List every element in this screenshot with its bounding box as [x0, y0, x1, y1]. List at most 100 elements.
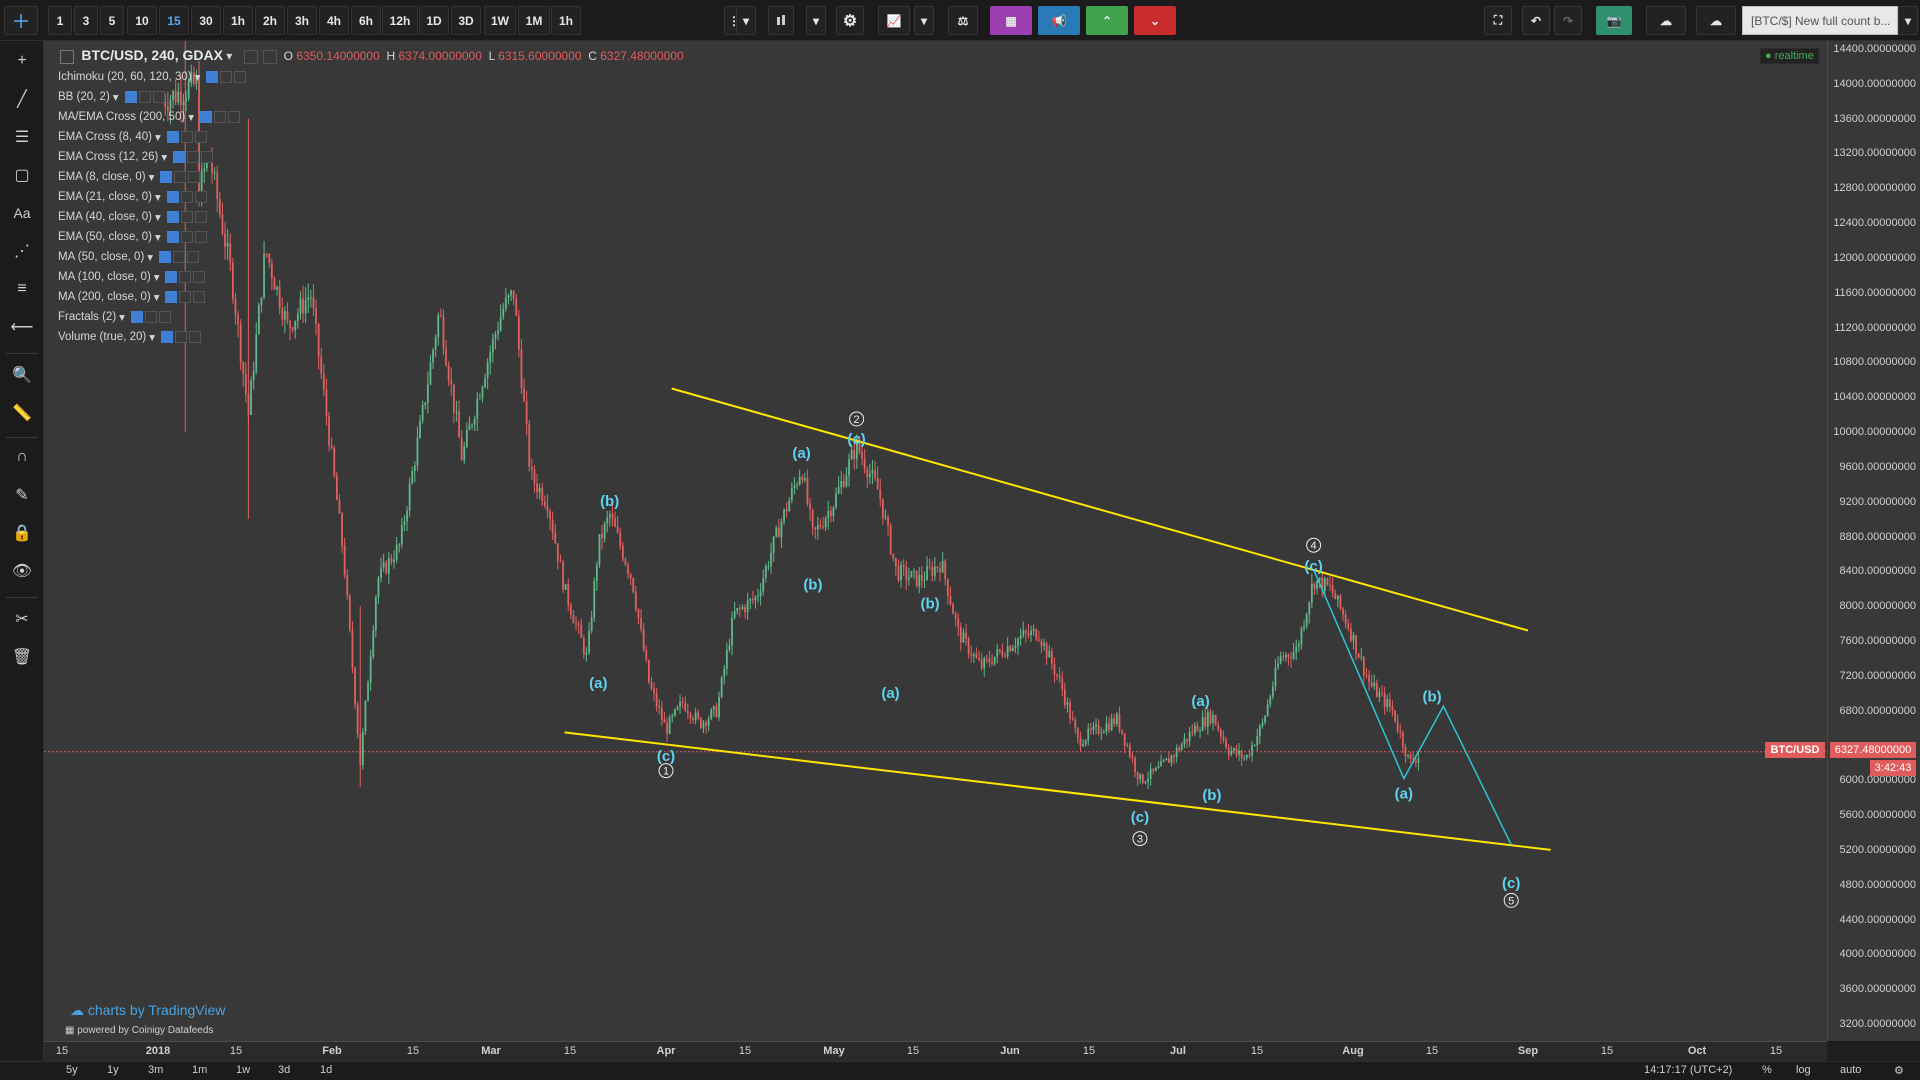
indicator-legend-item[interactable]: EMA Cross (8, 40) ▾: [58, 130, 207, 144]
symbol-title[interactable]: BTC/USD, 240, GDAX: [81, 47, 223, 63]
announce-button[interactable]: 📢: [1038, 6, 1080, 35]
measure-tool[interactable]: ≡: [8, 275, 36, 303]
range-1m-button[interactable]: 1m: [192, 1064, 208, 1076]
chart-pane[interactable]: (a) (b) (c) 1 (a) (b) (c) 2 (b) (a) (c) 3 (a) (b) (c) 4…: [44, 41, 1827, 1041]
interval-1d-button[interactable]: 1D: [419, 6, 449, 35]
settings-icon[interactable]: [138, 91, 151, 103]
stay-drawing-tool[interactable]: ✎: [8, 481, 36, 509]
settings-icon[interactable]: [179, 291, 192, 303]
text-tool[interactable]: Aa: [8, 199, 36, 227]
chevron-down-icon[interactable]: ▾: [161, 152, 168, 164]
lower-trendline[interactable]: [564, 731, 1551, 851]
buy-button[interactable]: ⌃: [1086, 6, 1128, 35]
indicator-legend-item[interactable]: MA/EMA Cross (200, 50) ▾: [58, 110, 240, 124]
indicator-legend-item[interactable]: MA (50, close, 0) ▾: [58, 250, 200, 264]
range-3m-button[interactable]: 3m: [148, 1064, 164, 1076]
indicator-legend-item[interactable]: EMA (50, close, 0) ▾: [58, 230, 207, 244]
chevron-down-icon[interactable]: ▾: [154, 232, 161, 244]
indicator-legend-item[interactable]: MA (100, close, 0) ▾: [58, 270, 206, 284]
close-icon[interactable]: [193, 271, 206, 283]
fullscreen-button[interactable]: ⛶: [1484, 6, 1512, 35]
indicator-legend-item[interactable]: Fractals (2) ▾: [58, 310, 171, 324]
interval-3d-button[interactable]: 3D: [451, 6, 481, 35]
chevron-down-icon[interactable]: ▾: [112, 92, 119, 104]
redo-button[interactable]: ↷: [1554, 6, 1582, 35]
settings-icon[interactable]: [180, 211, 193, 223]
wave-projection-path[interactable]: [1312, 569, 1512, 845]
settings-icon[interactable]: [220, 71, 233, 83]
eye-icon[interactable]: [166, 211, 179, 223]
auto-toggle[interactable]: auto: [1840, 1064, 1862, 1076]
indicator-legend-item[interactable]: BB (20, 2) ▾: [58, 90, 165, 104]
eye-icon[interactable]: [166, 191, 179, 203]
close-icon[interactable]: [152, 91, 165, 103]
tradingview-watermark[interactable]: ☁ charts by TradingView: [70, 1002, 226, 1018]
log-toggle[interactable]: log: [1796, 1064, 1811, 1076]
settings-icon[interactable]: [180, 231, 193, 243]
eye-icon[interactable]: [130, 311, 143, 323]
undo-button[interactable]: ↶: [1522, 6, 1550, 35]
range-5y-button[interactable]: 5y: [66, 1064, 78, 1076]
settings-icon[interactable]: [175, 331, 187, 343]
load-layout-button[interactable]: ☁: [1646, 6, 1686, 35]
settings-icon[interactable]: [180, 191, 193, 203]
settings-icon[interactable]: [173, 251, 186, 263]
shape-tool[interactable]: ▢: [8, 161, 36, 189]
close-icon[interactable]: [189, 331, 201, 343]
interval-15-button[interactable]: 15: [159, 6, 189, 35]
interval-12h-button[interactable]: 12h: [382, 6, 418, 35]
settings-icon[interactable]: [180, 131, 193, 143]
settings-icon[interactable]: [243, 49, 258, 64]
chevron-down-icon[interactable]: ▾: [147, 252, 154, 264]
settings-icon[interactable]: [174, 171, 187, 183]
pattern-tool[interactable]: ⋰: [8, 237, 36, 265]
eye-icon[interactable]: [166, 231, 179, 243]
ruler-tool[interactable]: 📏: [8, 399, 36, 427]
indicator-legend-item[interactable]: EMA (8, close, 0) ▾: [58, 170, 201, 184]
idea-dropdown[interactable]: ▾: [1898, 6, 1918, 35]
interval-1m-button[interactable]: 1M: [518, 6, 550, 35]
upper-trendline[interactable]: [671, 387, 1529, 632]
eye-icon[interactable]: [165, 291, 178, 303]
crosshair-tool[interactable]: +: [8, 47, 36, 75]
hide-tool[interactable]: 👁: [8, 557, 36, 585]
settings-icon[interactable]: [187, 151, 200, 163]
interval-4h-button[interactable]: 4h: [319, 6, 349, 35]
settings-button[interactable]: ⚙: [836, 6, 864, 35]
interval-6h-button[interactable]: 6h: [351, 6, 381, 35]
symbol-search-button[interactable]: [4, 6, 38, 35]
indicator-legend-item[interactable]: Volume (true, 20) ▾: [58, 330, 201, 344]
close-icon[interactable]: [194, 211, 207, 223]
zoom-tool[interactable]: 🔍: [8, 361, 36, 389]
interval-1h-button[interactable]: 1h: [551, 6, 581, 35]
eye-icon[interactable]: [161, 331, 173, 343]
save-layout-button[interactable]: ☁: [1696, 6, 1736, 35]
chevron-down-icon[interactable]: ▾: [148, 172, 155, 184]
range-1y-button[interactable]: 1y: [107, 1064, 119, 1076]
chevron-down-icon[interactable]: ▾: [188, 112, 194, 124]
chevron-down-icon[interactable]: ▾: [154, 132, 161, 144]
interval-1h-button[interactable]: 1h: [223, 6, 253, 35]
close-icon[interactable]: [194, 231, 207, 243]
chevron-down-icon[interactable]: ▾: [149, 332, 155, 344]
eye-icon[interactable]: [165, 271, 178, 283]
price-axis[interactable]: 14400.00000000 14000.00000000 13600.000000…: [1827, 41, 1920, 1041]
settings-icon[interactable]: [179, 271, 192, 283]
back-tool[interactable]: ⟵: [8, 313, 36, 341]
interval-3-button[interactable]: 3: [74, 6, 98, 35]
indicators-dropdown[interactable]: ▾: [914, 6, 934, 35]
close-icon[interactable]: [188, 171, 201, 183]
range-1w-button[interactable]: 1w: [236, 1064, 251, 1076]
close-icon[interactable]: [227, 111, 240, 123]
time-axis[interactable]: 15 2018 15 Feb 15 Mar 15 Apr 15 May 15 Jun 15 Jul 15 Au…: [44, 1041, 1827, 1061]
clock[interactable]: 14:17:17 (UTC+2): [1644, 1064, 1733, 1076]
interval-30-button[interactable]: 30: [191, 6, 221, 35]
interval-2h-button[interactable]: 2h: [255, 6, 285, 35]
close-icon[interactable]: [234, 71, 247, 83]
range-1d-button[interactable]: 1d: [320, 1064, 333, 1076]
cube-button[interactable]: ▦: [990, 6, 1032, 35]
chevron-down-icon[interactable]: ▾: [226, 49, 233, 63]
lock-tool[interactable]: 🔒: [8, 519, 36, 547]
indicator-legend-item[interactable]: EMA (40, close, 0) ▾: [58, 210, 207, 224]
close-icon[interactable]: [158, 311, 171, 323]
